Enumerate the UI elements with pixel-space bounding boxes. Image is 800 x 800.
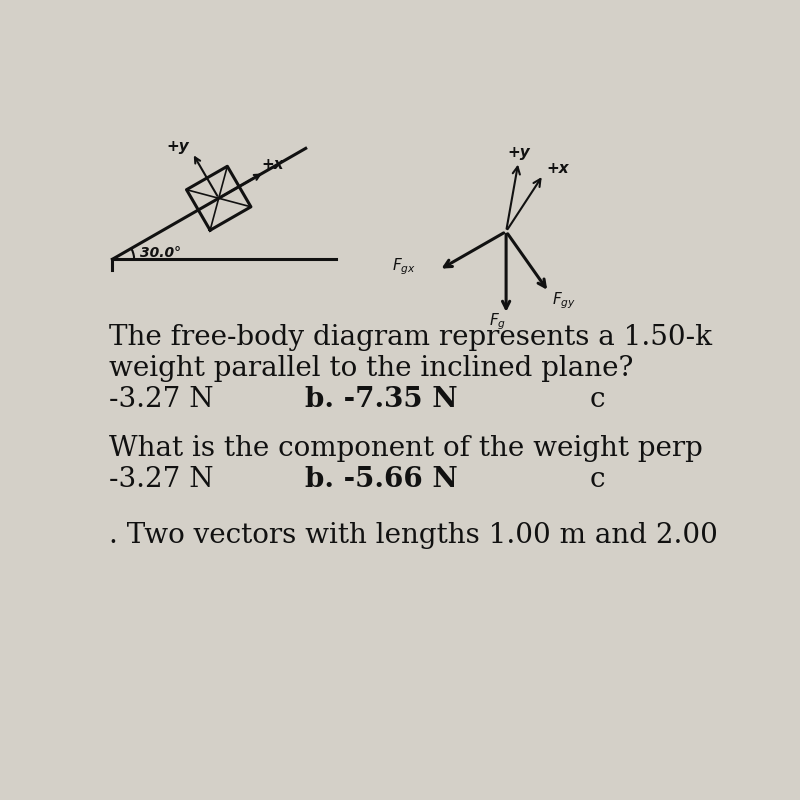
Text: -3.27 N: -3.27 N [110, 386, 214, 413]
Text: c: c [590, 386, 606, 413]
Text: b. -7.35 N: b. -7.35 N [305, 386, 458, 413]
Text: c: c [590, 466, 606, 493]
Text: What is the component of the weight perp: What is the component of the weight perp [110, 435, 703, 462]
Text: +y: +y [166, 139, 189, 154]
Text: . Two vectors with lengths 1.00 m and 2.00: . Two vectors with lengths 1.00 m and 2.… [110, 522, 718, 549]
Text: -3.27 N: -3.27 N [110, 466, 214, 493]
Text: +y: +y [507, 146, 530, 161]
Text: weight parallel to the inclined plane?: weight parallel to the inclined plane? [110, 355, 634, 382]
Text: +x: +x [546, 161, 569, 176]
Text: $F_g$: $F_g$ [489, 312, 506, 333]
Text: The free-body diagram represents a 1.50-k: The free-body diagram represents a 1.50-… [110, 325, 713, 351]
Text: $F_{gx}$: $F_{gx}$ [393, 256, 417, 277]
Text: $F_{gy}$: $F_{gy}$ [552, 290, 576, 311]
Text: b. -5.66 N: b. -5.66 N [305, 466, 458, 493]
Text: 30.0°: 30.0° [140, 246, 182, 260]
Text: +x: +x [262, 157, 284, 172]
